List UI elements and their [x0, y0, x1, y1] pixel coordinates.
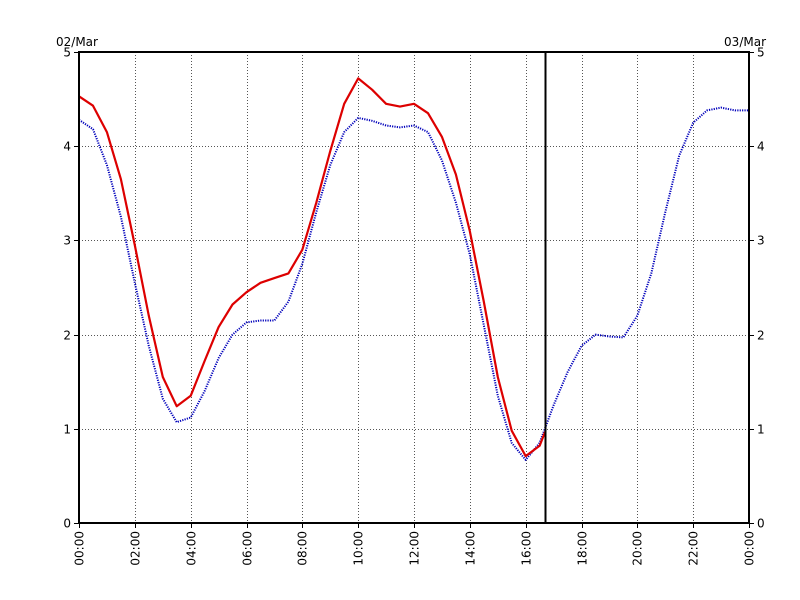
x-tick-label: 08:00: [296, 531, 310, 566]
ticks: 00:00 02:00 04:00 06:00 08:00 10:00 12:00 14:00…: [63, 46, 764, 566]
y-tick-label-left: 4: [63, 140, 71, 154]
end-date-label: 03/Mar: [724, 35, 766, 49]
y-tick-label-right: 5: [757, 46, 765, 60]
x-tick-label: 16:00: [520, 531, 534, 566]
y-tick-label-right: 1: [757, 423, 765, 437]
y-tick-label-left: 3: [63, 234, 71, 248]
series-line-red: [78, 77, 547, 458]
y-tick-label-right: 4: [757, 140, 765, 154]
y-tick-label-left: 1: [63, 423, 71, 437]
x-tick-label: 22:00: [687, 531, 701, 566]
x-tick-label: 14:00: [464, 531, 478, 566]
y-tick-label-right: 0: [757, 517, 765, 531]
x-tick-label: 18:00: [576, 531, 590, 566]
y-tick-label-right: 2: [757, 329, 765, 343]
x-tick-label: 00:00: [73, 531, 87, 566]
x-tick-label: 00:00: [743, 531, 757, 566]
x-tick-label: 20:00: [631, 531, 645, 566]
y-tick-label-left: 5: [63, 46, 71, 60]
y-tick-label-left: 2: [63, 329, 71, 343]
plot-frame: [78, 51, 750, 524]
series-layer: [78, 77, 749, 461]
x-tick-label: 10:00: [352, 531, 366, 566]
y-tick-label-right: 3: [757, 234, 765, 248]
y-tick-label-left: 0: [63, 517, 71, 531]
series-line-blue: [78, 106, 749, 461]
grid: [79, 52, 749, 523]
x-tick-label: 12:00: [408, 531, 422, 566]
x-tick-label: 04:00: [185, 531, 199, 566]
x-tick-label: 02:00: [129, 531, 143, 566]
x-tick-label: 06:00: [241, 531, 255, 566]
start-date-label: 02/Mar: [56, 35, 98, 49]
